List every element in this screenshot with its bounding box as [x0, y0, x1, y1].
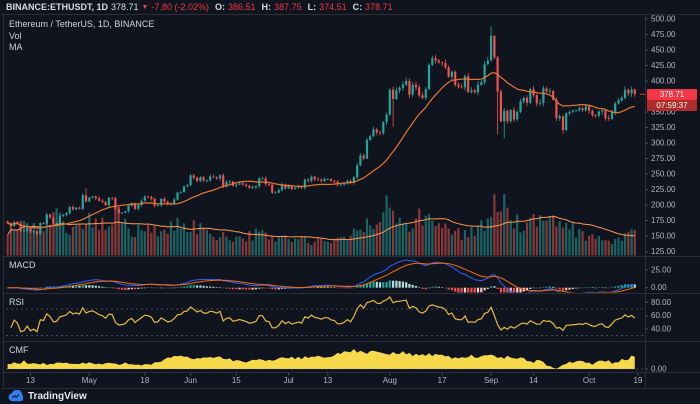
time-tick-label: 18	[140, 376, 149, 385]
time-tick-label: Aug	[383, 376, 397, 385]
ma-line	[7, 72, 635, 229]
price-tick-label: 450.00	[651, 45, 676, 54]
time-tick-label: Oct	[583, 376, 596, 385]
high-label: H:	[261, 2, 272, 12]
price-scale[interactable]	[645, 14, 700, 372]
footer-bar: TradingView	[8, 388, 87, 404]
price-tick-label: 325.00	[651, 123, 676, 132]
price-tick-label: 175.00	[651, 216, 676, 225]
ma-indicator-label[interactable]: MA	[9, 42, 23, 52]
price-tick-label: 200.00	[651, 201, 676, 210]
price-tick-label: 60.00	[651, 311, 672, 320]
open-label: O:	[215, 2, 226, 12]
high-value: 387.75	[274, 2, 302, 12]
price-tick-label: 300.00	[651, 139, 676, 148]
time-tick-label: May	[82, 376, 97, 385]
close-value: 378.71	[365, 2, 393, 12]
price-tick-label: 150.00	[651, 232, 676, 241]
bar-countdown-badge: 07:59:37	[647, 100, 697, 112]
series-title[interactable]: Ethereum / TetherUS, 1D, BINANCE	[9, 19, 155, 29]
price-tick-label: 425.00	[651, 61, 676, 70]
price-tick-label: 275.00	[651, 154, 676, 163]
price-tick-label: 475.00	[651, 30, 676, 39]
rsi-pane-label[interactable]: RSI	[9, 297, 25, 307]
last-price: 378.71	[111, 2, 139, 12]
time-tick-label: 17	[438, 376, 447, 385]
time-tick-label: 13	[26, 376, 35, 385]
low-value: 374.51	[319, 2, 347, 12]
main-pane-legend: Ethereum / TetherUS, 1D, BINANCE Vol MA	[9, 19, 154, 54]
time-tick-label: 15	[232, 376, 241, 385]
time-tick-label: 13	[323, 376, 332, 385]
price-tick-label: 0.00	[651, 365, 667, 374]
candles-layer	[6, 26, 636, 236]
tradingview-brand-text[interactable]: TradingView	[28, 390, 87, 402]
volume-indicator-label[interactable]: Vol	[9, 30, 22, 41]
price-tick-label: 350.00	[651, 108, 676, 117]
time-tick-label: Sep	[484, 376, 499, 385]
low-label: L:	[307, 2, 317, 12]
down-arrow-icon: ▼	[141, 3, 149, 11]
time-tick-label: Jun	[184, 376, 197, 385]
tradingview-logo-icon[interactable]	[8, 390, 23, 402]
macd-layer	[6, 259, 636, 293]
cmf-pane-label[interactable]: CMF	[9, 345, 29, 355]
price-tick-label: 25.00	[651, 266, 672, 275]
volume-layer	[6, 194, 636, 256]
time-tick-label: 14	[529, 376, 538, 385]
time-scale[interactable]	[0, 372, 645, 388]
last-price-badge: 378.71	[647, 88, 697, 100]
open-value: 386.51	[228, 2, 256, 12]
time-tick-label: Jul	[283, 376, 293, 385]
price-tick-label: 0.00	[651, 283, 667, 292]
symbol-name[interactable]: BINANCE:ETHUSDT, 1D	[6, 2, 109, 12]
cmf-layer	[6, 349, 643, 370]
price-tick-label: 40.00	[651, 325, 672, 334]
macd-pane-label[interactable]: MACD	[9, 260, 36, 270]
close-label: C:	[352, 2, 363, 12]
price-tick-label: 225.00	[651, 185, 676, 194]
price-tick-label: 250.00	[651, 170, 676, 179]
price-change: -7.80 (-2.02%)	[151, 2, 210, 12]
price-tick-label: 500.00	[651, 14, 676, 23]
rsi-layer	[6, 295, 643, 337]
symbol-info-bar: BINANCE:ETHUSDT, 1D 378.71 ▼ -7.80 (-2.0…	[0, 0, 700, 14]
price-tick-label: 400.00	[651, 77, 676, 86]
price-tick-label: 80.00	[651, 298, 672, 307]
price-tick-label: 125.00	[651, 247, 676, 256]
time-tick-label: 19	[634, 376, 643, 385]
